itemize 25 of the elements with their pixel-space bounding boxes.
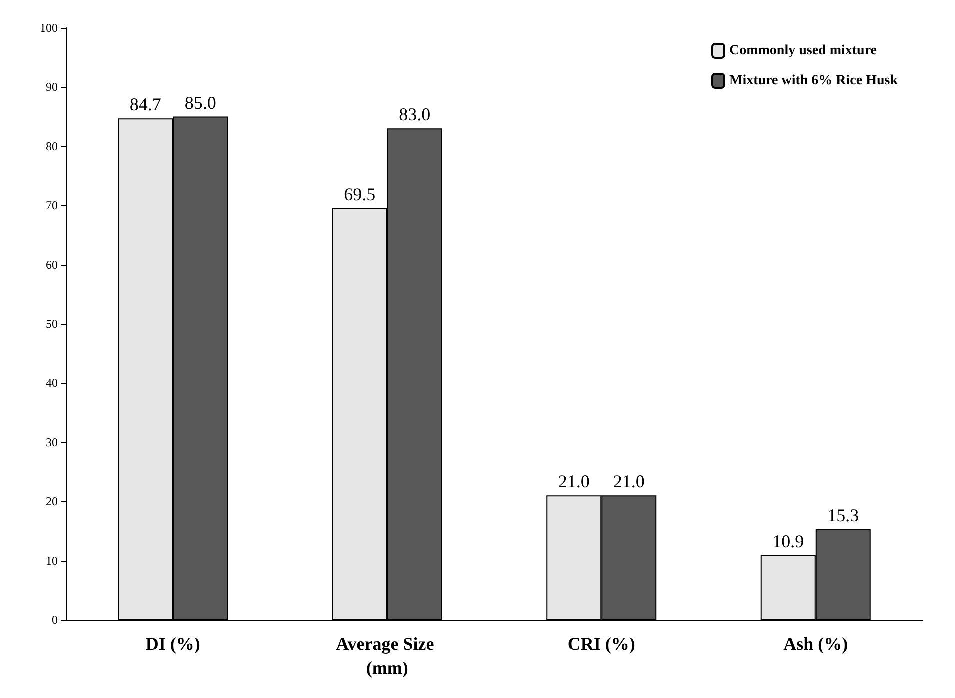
data-label: 69.5 xyxy=(344,184,376,205)
y-tick-label: 80 xyxy=(46,139,58,154)
data-label: 15.3 xyxy=(828,505,860,526)
x-tick-label: DI (%) xyxy=(146,634,200,654)
y-tick-label: 90 xyxy=(46,80,58,94)
y-tick-label: 20 xyxy=(46,494,58,509)
data-label: 85.0 xyxy=(184,92,216,113)
y-tick-label: 70 xyxy=(46,198,58,213)
data-label: 21.0 xyxy=(558,472,590,492)
x-tick-label: Average Size (mm) xyxy=(336,634,439,678)
x-tick-label: CRI (%) xyxy=(568,634,636,654)
y-tick-label: 30 xyxy=(46,435,58,450)
y-tick-label: 50 xyxy=(46,317,58,331)
y-tick-label: 40 xyxy=(46,376,58,390)
legend-label: Mixture with 6% Rice Husk xyxy=(729,74,898,88)
y-tick-label: 10 xyxy=(46,554,58,568)
data-label: 83.0 xyxy=(399,104,431,125)
data-label: 21.0 xyxy=(613,472,645,492)
data-label: 10.9 xyxy=(772,531,804,552)
data-label: 84.7 xyxy=(130,94,162,115)
legend-label: Commonly used mixture xyxy=(729,44,878,58)
y-tick-label: 60 xyxy=(46,258,58,272)
y-tick-label: 0 xyxy=(52,613,58,627)
x-tick-label: Ash (%) xyxy=(784,634,848,654)
y-tick-label: 100 xyxy=(40,21,58,35)
